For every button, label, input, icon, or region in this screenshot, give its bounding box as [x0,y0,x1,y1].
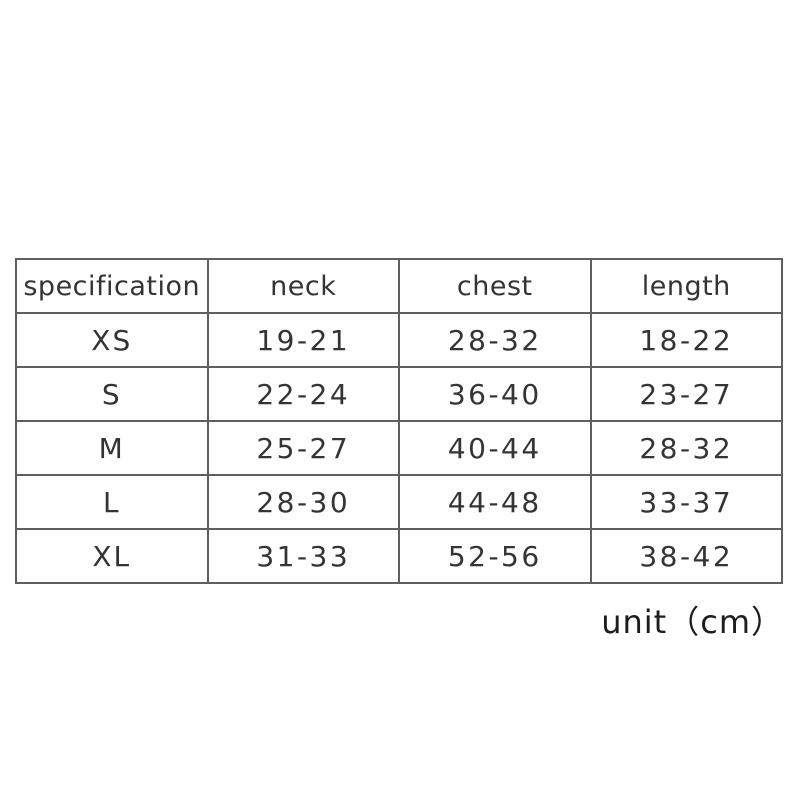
length-value: 28-32 [589,420,783,476]
size-label: S [15,366,209,422]
column-header-neck: neck [206,258,400,314]
neck-value: 19-21 [206,312,400,368]
size-chart-table: specification neck chest length XS 19-21… [15,258,783,584]
chest-value: 28-32 [398,312,592,368]
column-header-chest: chest [398,258,592,314]
length-value: 38-42 [589,528,783,584]
neck-value: 28-30 [206,474,400,530]
chest-value: 36-40 [398,366,592,422]
size-label: M [15,420,209,476]
neck-value: 25-27 [206,420,400,476]
table-row-l: L 28-30 44-48 33-37 [15,474,783,530]
chest-value: 44-48 [398,474,592,530]
size-label: L [15,474,209,530]
header-row: specification neck chest length [15,258,783,314]
column-header-length: length [589,258,783,314]
size-label: XS [15,312,209,368]
chest-value: 52-56 [398,528,592,584]
size-label: XL [15,528,209,584]
neck-value: 31-33 [206,528,400,584]
neck-value: 22-24 [206,366,400,422]
length-value: 18-22 [589,312,783,368]
table-row-s: S 22-24 36-40 23-27 [15,366,783,422]
chest-value: 40-44 [398,420,592,476]
length-value: 23-27 [589,366,783,422]
size-chart-body: XS 19-21 28-32 18-22 S 22-24 36-40 23-27… [15,312,783,584]
table-row-xs: XS 19-21 28-32 18-22 [15,312,783,368]
table-row-m: M 25-27 40-44 28-32 [15,420,783,476]
table-row-xl: XL 31-33 52-56 38-42 [15,528,783,584]
length-value: 33-37 [589,474,783,530]
column-header-specification: specification [15,258,209,314]
size-chart-header: specification neck chest length [15,258,783,314]
unit-caption: unit（cm） [601,603,784,641]
